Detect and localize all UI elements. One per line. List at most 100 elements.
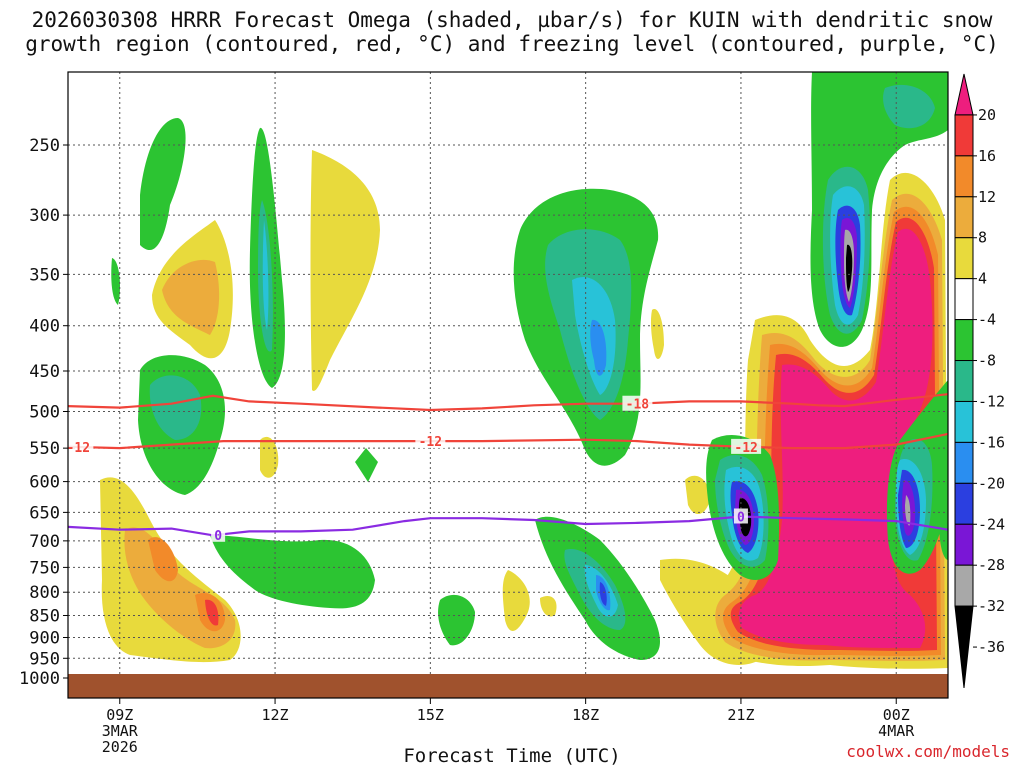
omega-region xyxy=(438,594,475,646)
y-tick-label: 600 xyxy=(29,473,60,493)
x-tick-label: 09Z xyxy=(106,706,133,724)
colorbar-swatch xyxy=(954,523,974,566)
omega-region xyxy=(111,258,120,305)
colorbar-swatch xyxy=(954,196,974,239)
y-tick-label: 450 xyxy=(29,362,60,382)
colorbar-label: 8 xyxy=(978,229,987,247)
y-tick-label: 250 xyxy=(29,136,60,156)
colorbar-label: 12 xyxy=(978,188,996,206)
colorbar: 20 16 12 8 4 -4 -8 -12 -16 -20 -24 -28 -32 -36 xyxy=(954,73,1005,689)
colorbar-label: -32 xyxy=(978,597,1005,615)
y-tick-label: 850 xyxy=(29,607,60,627)
contour-label: -12 xyxy=(67,441,90,456)
colorbar-label: 16 xyxy=(978,147,996,165)
x-tick-label: 21Z xyxy=(727,706,754,724)
y-tick-label: 1000 xyxy=(19,669,60,689)
contour-label: 0 xyxy=(214,529,222,544)
colorbar-label: -16 xyxy=(978,433,1005,451)
contour-label-bg xyxy=(622,395,653,411)
omega-region xyxy=(540,595,557,617)
omega-region xyxy=(140,118,186,251)
contour-label-bg xyxy=(731,438,762,454)
contour-label-bg xyxy=(63,439,94,455)
y-tick-label: 650 xyxy=(29,503,60,523)
y-tick-label: 350 xyxy=(29,265,60,285)
y-tick-label: 950 xyxy=(29,649,60,669)
omega-region xyxy=(260,436,279,478)
ground-strip xyxy=(68,674,948,698)
chart-title-line-1: 2026030308 HRRR Forecast Omega (shaded, … xyxy=(31,8,993,32)
colorbar-label: -28 xyxy=(978,556,1005,574)
colorbar-swatch xyxy=(954,400,974,443)
omega-region xyxy=(162,259,220,335)
contour-label-bg xyxy=(733,508,748,524)
x-axis-title: Forecast Time (UTC) xyxy=(403,745,621,767)
y-tick-label: 750 xyxy=(29,558,60,578)
colorbar-label: -4 xyxy=(978,311,996,329)
omega-region xyxy=(738,228,933,648)
chart-grid xyxy=(68,72,948,698)
contour-label-bg xyxy=(415,433,446,449)
x-tick-label: 15Z xyxy=(417,706,444,724)
omega-region xyxy=(650,309,664,360)
contour-label: -18 xyxy=(626,398,650,413)
y-tick-label: 800 xyxy=(29,583,60,603)
contour-label: 0 xyxy=(737,510,745,525)
colorbar-swatch xyxy=(954,73,974,116)
colorbar-swatch xyxy=(954,564,974,607)
colorbar-swatch xyxy=(954,114,974,157)
credit-text: coolwx.com/models xyxy=(846,742,1010,761)
colorbar-swatch xyxy=(954,237,974,280)
y-tick-label: 300 xyxy=(29,206,60,226)
colorbar-label: 20 xyxy=(978,106,996,124)
omega-region xyxy=(590,319,607,376)
contour-line-isotherm xyxy=(67,393,949,412)
colorbar-swatch xyxy=(954,360,974,402)
x-tick-sublabel: 3MAR xyxy=(102,722,139,740)
colorbar-label: -8 xyxy=(978,352,996,370)
colorbar-swatch xyxy=(954,155,974,198)
x-tick-label: 12Z xyxy=(262,706,289,724)
colorbar-label: -20 xyxy=(978,474,1005,492)
x-tick-label: 00Z xyxy=(883,706,910,724)
omega-region xyxy=(210,535,375,609)
contour-label: -12 xyxy=(734,441,757,456)
y-tick-label: 500 xyxy=(29,403,60,423)
contour-lines: -18 -12 -12 -12 0 0 xyxy=(63,393,949,544)
contour-label-bg xyxy=(211,526,226,542)
y-tick-label: 400 xyxy=(29,317,60,337)
y-tick-label: 550 xyxy=(29,439,60,459)
omega-region xyxy=(599,582,607,606)
omega-region xyxy=(685,475,710,515)
contour-label: -12 xyxy=(419,435,442,450)
colorbar-swatch xyxy=(954,605,974,689)
omega-region xyxy=(262,220,269,330)
colorbar-label: -36 xyxy=(978,638,1005,656)
chart-title-line-2: growth region (contoured, red, °C) and f… xyxy=(25,32,999,56)
x-tick-sublabel: 2026 xyxy=(102,738,138,756)
colorbar-label: -12 xyxy=(978,392,1005,410)
colorbar-swatch xyxy=(954,482,974,525)
omega-region xyxy=(149,375,202,440)
omega-region xyxy=(310,150,380,391)
colorbar-label: 4 xyxy=(978,270,987,288)
omega-region xyxy=(148,537,178,582)
x-tick-sublabel: 4MAR xyxy=(878,722,915,740)
omega-region xyxy=(355,448,378,482)
omega-region xyxy=(905,495,911,526)
colorbar-swatch xyxy=(954,319,974,362)
colorbar-swatch xyxy=(954,441,974,484)
colorbar-label: -24 xyxy=(978,515,1005,533)
colorbar-swatch xyxy=(954,278,974,321)
y-axis: 2503003504004505005506006507007508008509… xyxy=(19,136,68,689)
contour-line-isotherm xyxy=(67,432,949,450)
y-tick-label: 700 xyxy=(29,532,60,552)
x-tick-label: 18Z xyxy=(572,706,599,724)
omega-region xyxy=(846,244,853,292)
omega-region xyxy=(205,599,219,626)
omega-shading xyxy=(68,72,948,698)
plot-frame xyxy=(67,71,949,699)
y-tick-label: 900 xyxy=(29,628,60,648)
